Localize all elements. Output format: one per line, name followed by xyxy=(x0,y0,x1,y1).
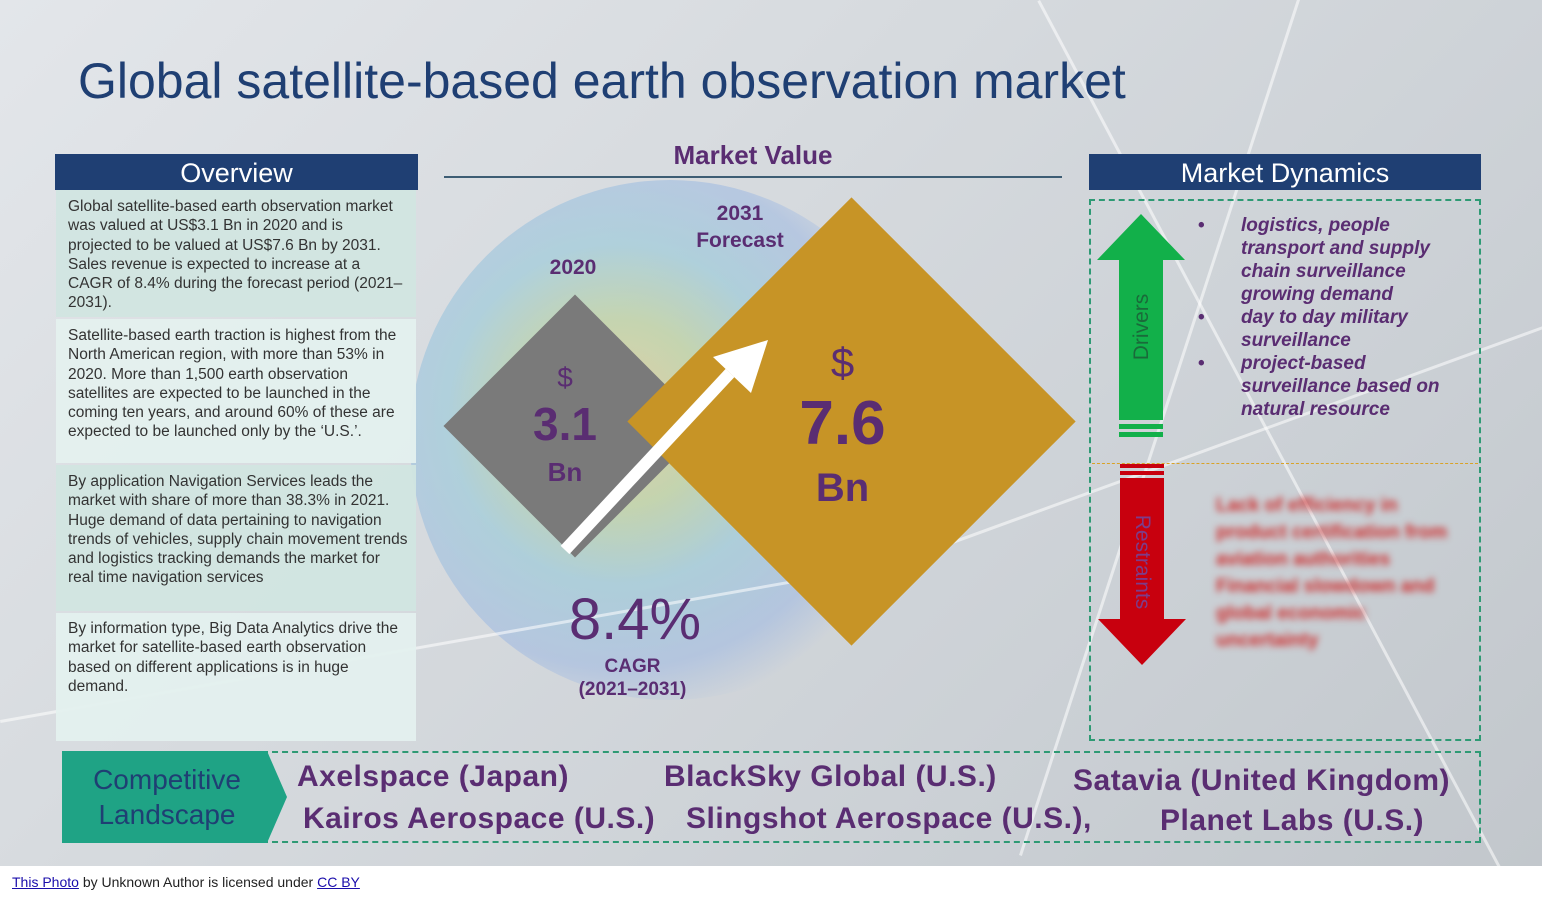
forecast-label: Forecast xyxy=(696,229,784,252)
currency-symbol: $ xyxy=(557,362,573,393)
driver-text: day to day military surveillance xyxy=(1241,307,1408,351)
growth-arrow-icon xyxy=(560,340,768,555)
competitive-landscape-box xyxy=(262,751,1481,843)
company-name: Kairos Aerospace (U.S.) xyxy=(303,802,656,835)
overview-paragraph: Global satellite-based earth observation… xyxy=(56,190,416,317)
driver-item: • project-based surveillance based on nat… xyxy=(1196,352,1456,421)
overview-header: Overview xyxy=(55,154,418,190)
drivers-up-arrow-icon xyxy=(1097,214,1185,437)
slide: Global satellite-based earth observation… xyxy=(0,0,1542,866)
drivers-list: • logistics, people transport and supply … xyxy=(1196,214,1456,421)
bullet: • xyxy=(1198,353,1205,374)
company-name: Axelspace (Japan) xyxy=(297,760,569,793)
driver-text: project-based surveillance based on natu… xyxy=(1241,353,1440,420)
overview-paragraph: By information type, Big Data Analytics … xyxy=(56,613,416,741)
driver-item: • logistics, people transport and supply … xyxy=(1196,214,1456,306)
company-name: Satavia (United Kingdom) xyxy=(1073,764,1451,797)
value-2031: 7.6 xyxy=(799,389,886,458)
company-name: BlackSky Global (U.S.) xyxy=(664,760,997,793)
label-line: Landscape xyxy=(98,799,236,830)
year-2031: 2031 xyxy=(716,202,764,225)
restraint-item: Lack of efficiency in product certificat… xyxy=(1216,495,1448,570)
driver-item: • day to day military surveillance xyxy=(1196,306,1456,352)
unit-label: Bn xyxy=(547,457,583,487)
overview-paragraph: Satellite-based earth traction is highes… xyxy=(56,319,416,463)
year-2031-label: 2031 Forecast xyxy=(680,200,800,254)
photo-credit: This Photo by Unknown Author is licensed… xyxy=(12,874,360,890)
label-line: Competitive xyxy=(93,764,241,795)
market-value-header: Market Value xyxy=(673,140,833,170)
cagr-title: CAGR xyxy=(604,656,661,677)
company-name: Planet Labs (U.S.) xyxy=(1160,804,1425,837)
cagr-label: CAGR (2021–2031) xyxy=(555,655,710,701)
restraints-down-arrow-icon xyxy=(1098,464,1186,665)
bullet: • xyxy=(1198,215,1205,236)
year-2020-label: 2020 xyxy=(549,256,597,279)
cagr-period: (2021–2031) xyxy=(578,679,687,700)
value-2020-text: $ 3.1 Bn xyxy=(510,360,620,492)
unit-label: Bn xyxy=(815,466,870,510)
cagr-value: 8.4% xyxy=(568,587,702,652)
page-title: Global satellite-based earth observation… xyxy=(78,53,1126,109)
drivers-label: Drivers xyxy=(1130,293,1153,361)
credit-text: by Unknown Author is licensed under xyxy=(78,874,318,890)
company-name: Slingshot Aerospace (U.S.), xyxy=(686,802,1092,835)
currency-symbol: $ xyxy=(830,339,855,386)
restraint-item: Financial slowdown and global economic u… xyxy=(1216,576,1435,651)
market-dynamics-box xyxy=(1089,199,1481,741)
restraints-label: Restraints xyxy=(1131,514,1154,610)
competitive-landscape-label: Competitive Landscape xyxy=(62,762,272,832)
value-2020: 3.1 xyxy=(533,398,597,450)
value-2031-text: $ 7.6 Bn xyxy=(770,338,915,516)
market-value-divider xyxy=(444,176,1062,178)
license-link[interactable]: CC BY xyxy=(317,874,360,890)
driver-text: logistics, people transport and supply c… xyxy=(1241,215,1430,305)
competitive-landscape-chevron xyxy=(62,751,287,843)
photo-link[interactable]: This Photo xyxy=(12,874,79,890)
market-dynamics-header: Market Dynamics xyxy=(1089,154,1481,190)
dynamics-divider xyxy=(1092,463,1478,464)
restraints-list-blurred: Lack of efficiency in product certificat… xyxy=(1196,492,1466,654)
overview-paragraph: By application Navigation Services leads… xyxy=(56,465,416,611)
bullet: • xyxy=(1198,307,1205,328)
